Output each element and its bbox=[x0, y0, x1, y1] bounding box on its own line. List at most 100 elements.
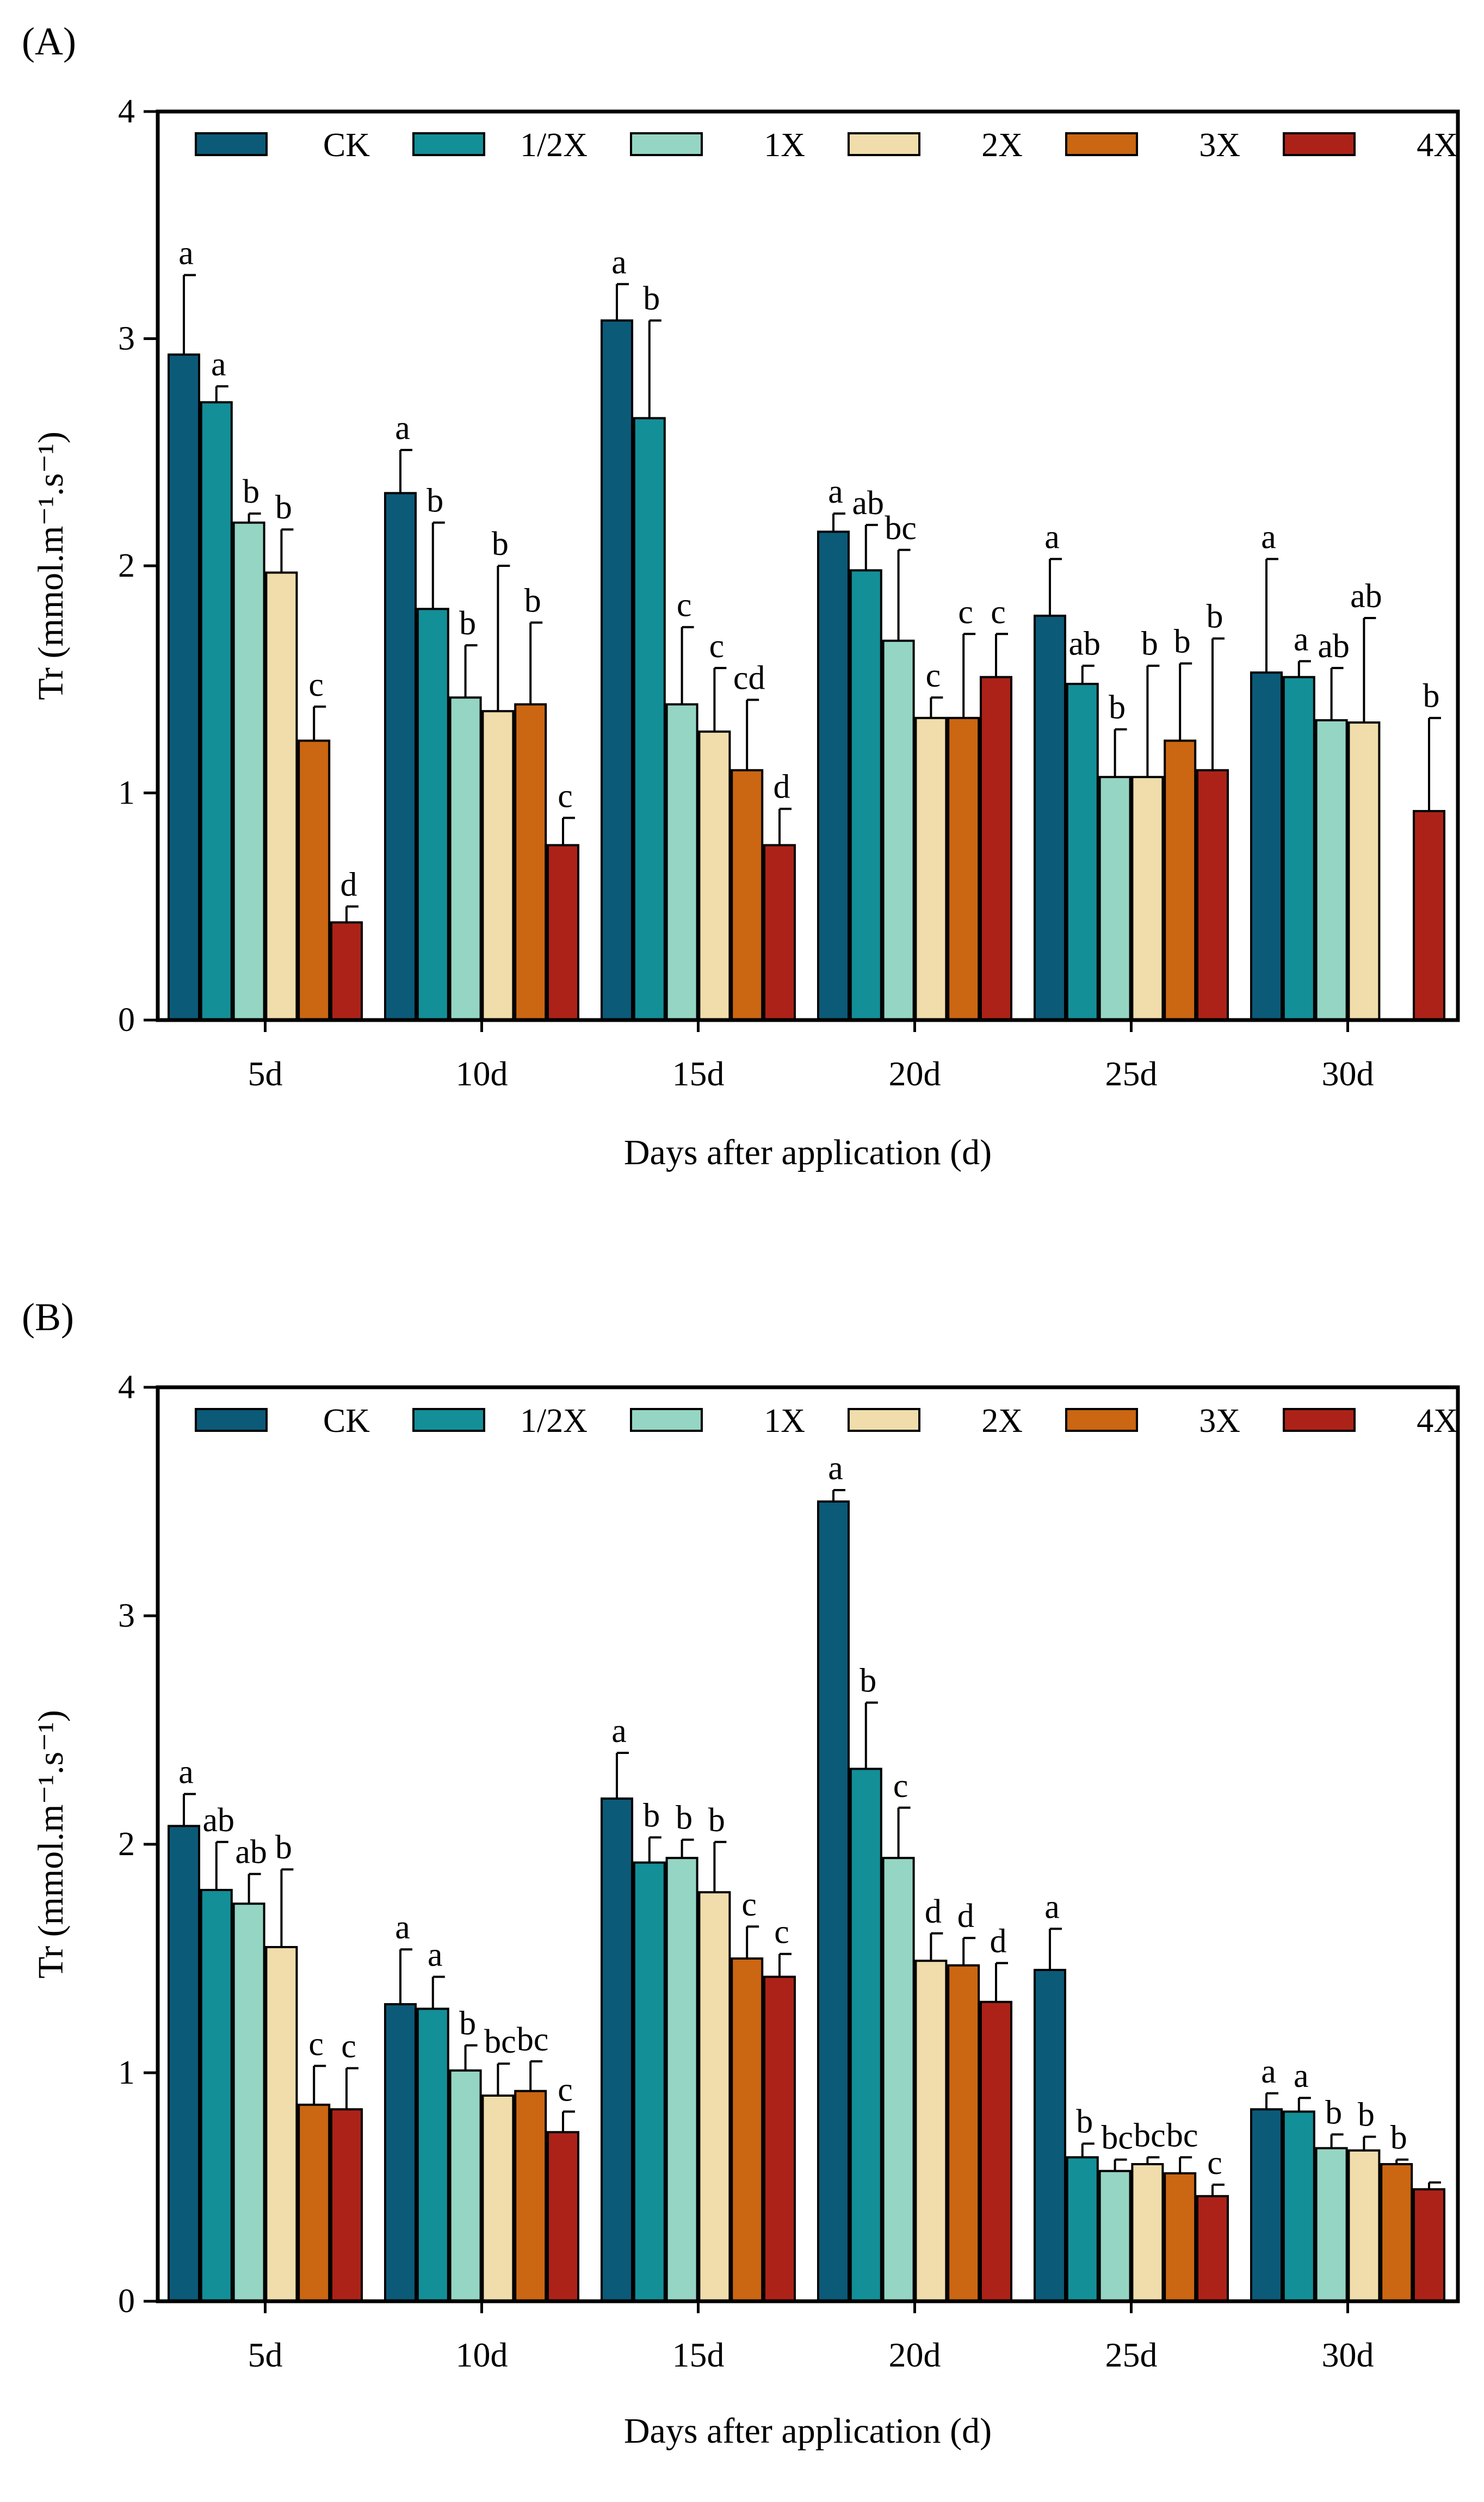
significance-letter: a bbox=[1044, 518, 1060, 555]
significance-letter: c bbox=[991, 594, 1006, 631]
significance-letter: a bbox=[1294, 621, 1309, 658]
significance-letter: a bbox=[611, 1713, 627, 1750]
bar bbox=[449, 2069, 482, 2303]
significance-letter: bc bbox=[885, 510, 917, 547]
significance-letter: c bbox=[341, 2028, 356, 2065]
bar bbox=[914, 716, 948, 1021]
bar bbox=[547, 844, 579, 1022]
significance-letter: a bbox=[611, 244, 627, 281]
legend: CK 1/2X 1X 2X 3X 4X bbox=[195, 1403, 1458, 1440]
bar bbox=[849, 569, 882, 1021]
significance-letter: b bbox=[1141, 626, 1158, 663]
bar bbox=[1413, 810, 1445, 1022]
x-tick-label: 5d bbox=[248, 1054, 283, 1093]
legend-swatch bbox=[848, 132, 920, 156]
bar bbox=[882, 639, 915, 1021]
significance-letter: ab bbox=[203, 1802, 235, 1839]
significance-letter: c bbox=[558, 777, 573, 814]
bar bbox=[633, 417, 666, 1021]
y-axis-title: Tr (mmol.m⁻¹.s⁻¹) bbox=[31, 431, 71, 700]
y-tick-label: 2 bbox=[118, 1826, 135, 1863]
bar bbox=[1034, 1969, 1066, 2302]
x-tick-label: 15d bbox=[672, 1054, 725, 1093]
legend-label: 3X bbox=[1199, 1403, 1240, 1440]
bar bbox=[384, 2003, 417, 2302]
bar bbox=[168, 1825, 200, 2302]
legend-swatch bbox=[195, 1408, 268, 1432]
bar bbox=[1066, 2156, 1099, 2302]
legend-label: 1X bbox=[764, 1403, 805, 1440]
significance-letter: a bbox=[1044, 1888, 1060, 1925]
bar bbox=[1066, 683, 1099, 1021]
significance-letter: b bbox=[860, 1663, 876, 1700]
bar bbox=[947, 1964, 980, 2303]
bar bbox=[731, 1957, 764, 2302]
significance-letter: bc bbox=[1166, 2117, 1198, 2154]
legend-label: 4X bbox=[1417, 1403, 1458, 1440]
bar bbox=[601, 319, 633, 1021]
legend-label: 1/2X bbox=[520, 1403, 588, 1440]
significance-letter: b bbox=[1358, 2097, 1375, 2134]
bar bbox=[1315, 2147, 1348, 2303]
significance-letter: b bbox=[1207, 598, 1223, 635]
bar bbox=[514, 2090, 547, 2303]
legend-swatch bbox=[1283, 1408, 1356, 1432]
panel-label: (B) bbox=[22, 1295, 74, 1339]
x-tick-label: 20d bbox=[889, 2336, 941, 2374]
significance-letter: bc bbox=[517, 2021, 549, 2058]
x-tick-label: 20d bbox=[889, 1054, 941, 1093]
x-tick-label: 25d bbox=[1105, 1054, 1158, 1093]
y-tick-label: 1 bbox=[118, 775, 135, 812]
bar bbox=[914, 1960, 948, 2302]
bar bbox=[265, 1946, 298, 2302]
bar bbox=[849, 1768, 882, 2302]
significance-letter: cd bbox=[733, 659, 765, 696]
bar bbox=[1282, 2110, 1315, 2302]
bar bbox=[1250, 671, 1283, 1021]
significance-letter: a bbox=[211, 346, 226, 383]
x-tick-label: 10d bbox=[456, 1054, 508, 1093]
bar bbox=[763, 844, 796, 1022]
panel-label: (A) bbox=[22, 20, 76, 63]
significance-letter: c bbox=[558, 2071, 573, 2108]
bar bbox=[1164, 2172, 1197, 2303]
significance-letter: a bbox=[1294, 2058, 1309, 2095]
bar bbox=[1250, 2108, 1283, 2302]
bar bbox=[330, 921, 363, 1021]
significance-letter: c bbox=[893, 1768, 908, 1805]
significance-letter: d bbox=[774, 769, 790, 806]
bar bbox=[200, 1889, 233, 2302]
significance-letter: c bbox=[741, 1886, 757, 1923]
significance-letter: b bbox=[243, 473, 259, 510]
bar bbox=[1380, 2163, 1413, 2302]
significance-letter: c bbox=[677, 587, 692, 624]
bar bbox=[633, 1861, 666, 2303]
bar bbox=[514, 703, 547, 1022]
bar bbox=[330, 2108, 363, 2302]
bar bbox=[416, 608, 449, 1021]
legend-label: 2X bbox=[981, 127, 1023, 164]
y-tick-label: 1 bbox=[118, 2054, 135, 2091]
legend-swatch bbox=[412, 132, 485, 156]
bar bbox=[1347, 2149, 1381, 2303]
bar bbox=[1196, 2195, 1229, 2303]
bar bbox=[265, 571, 298, 1021]
legend-swatch bbox=[1065, 132, 1138, 156]
legend-swatch bbox=[412, 1408, 485, 1432]
x-tick-label: 30d bbox=[1322, 2336, 1374, 2374]
significance-letter: d bbox=[990, 1923, 1007, 1960]
bar bbox=[416, 2007, 449, 2302]
bar bbox=[731, 769, 764, 1021]
significance-letter: a bbox=[828, 473, 843, 510]
legend-label: CK bbox=[323, 1403, 370, 1440]
significance-letter: ab bbox=[1318, 628, 1350, 665]
bar bbox=[232, 521, 265, 1021]
x-axis-title: Days after application (d) bbox=[624, 2411, 992, 2451]
bar bbox=[481, 710, 515, 1021]
significance-letter: ab bbox=[852, 485, 885, 522]
significance-letter: b bbox=[492, 526, 509, 563]
significance-letter: b bbox=[1174, 623, 1191, 660]
legend-swatch bbox=[848, 1408, 920, 1432]
bar bbox=[601, 1797, 633, 2302]
